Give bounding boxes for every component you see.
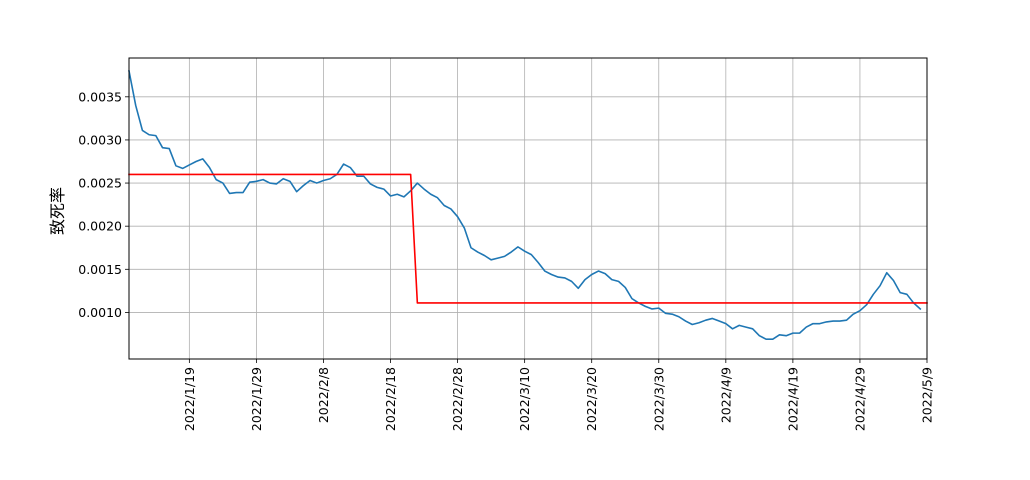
x-tick-label: 2022/4/9 [718, 367, 733, 423]
y-tick-label: 0.0035 [78, 89, 122, 104]
plot-frame [128, 57, 928, 360]
x-tick-label: 2022/4/29 [852, 367, 867, 431]
x-tick-label: 2022/4/19 [785, 367, 800, 431]
y-tick-label: 0.0010 [78, 305, 122, 320]
y-tick-label: 0.0025 [78, 176, 122, 191]
y-axis-label: 致死率 [48, 187, 67, 235]
x-tick-label: 2022/3/30 [651, 367, 666, 431]
series-line-1 [128, 70, 922, 340]
series-layer [128, 70, 928, 340]
x-tick-label: 2022/2/18 [383, 367, 398, 431]
x-tick-label: 2022/2/28 [450, 367, 465, 431]
x-tick-label: 2022/5/9 [920, 367, 935, 423]
x-tick-label: 2022/3/10 [517, 367, 532, 431]
series-line-2 [128, 173, 928, 304]
y-tick-label: 0.0015 [78, 262, 122, 277]
x-tick-label: 2022/1/19 [182, 367, 197, 431]
x-tick-label: 2022/1/29 [249, 367, 264, 431]
y-tick-label: 0.0030 [78, 132, 122, 147]
axis-ticks [125, 96, 928, 363]
y-tick-label: 0.0020 [78, 219, 122, 234]
x-tick-label: 2022/2/8 [316, 367, 331, 423]
x-tick-label: 2022/3/20 [584, 367, 599, 431]
tick-labels: 2022/1/19 2022/1/29 2022/2/8 2022/2/18 2022/… [78, 89, 934, 431]
